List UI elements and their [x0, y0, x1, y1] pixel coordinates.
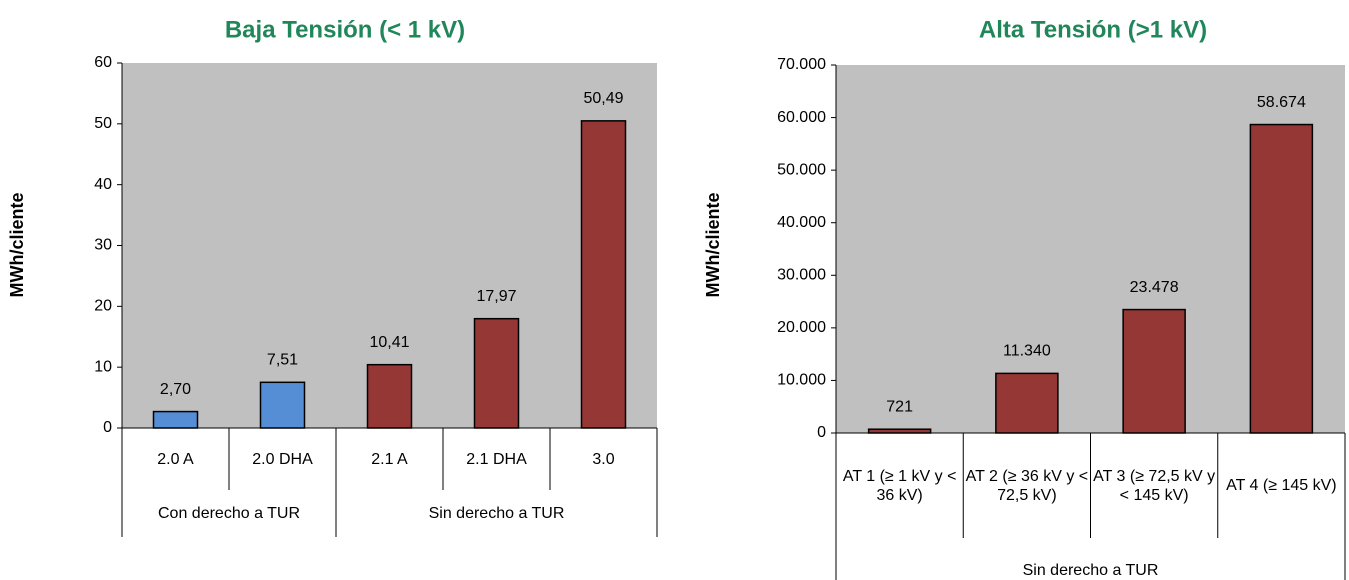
x-tick-label-box: AT 2 (≥ 36 kV y < 72,5 kV): [965, 467, 1089, 504]
y-tick-label: 0: [103, 419, 112, 436]
y-tick-label: 70.000: [777, 56, 826, 73]
x-tick-label: 2.1 DHA: [466, 450, 527, 468]
x-tick-label: AT 2 (≥ 36 kV y < 72,5 kV): [965, 467, 1089, 504]
x-tick-label-box: 2.1 DHA: [466, 450, 527, 468]
group-label: Con derecho a TUR: [158, 505, 300, 522]
y-tick-label: 60: [94, 54, 112, 71]
y-tick-label: 10: [94, 358, 112, 375]
bar: [152, 410, 199, 429]
x-tick-label: 2.0 A: [157, 450, 194, 468]
x-tick-label-box: AT 1 (≥ 1 kV y < 36 kV): [842, 467, 957, 504]
y-tick-label: 60.000: [777, 109, 826, 126]
value-label: 10,41: [369, 334, 409, 351]
value-label: 7,51: [267, 352, 298, 369]
y-tick-label: 10.000: [777, 372, 826, 389]
y-tick-label: 40.000: [777, 214, 826, 231]
value-label: 23.478: [1130, 279, 1179, 296]
x-tick-label: 2.0 DHA: [252, 450, 313, 468]
x-tick-label: 2.1 A: [371, 450, 408, 468]
y-tick-label: 40: [94, 176, 112, 193]
x-tick-label-box: 2.0 DHA: [252, 450, 313, 468]
value-label: 58.674: [1257, 94, 1306, 111]
value-label: 721: [886, 398, 913, 415]
bar: [995, 372, 1059, 434]
y-tick-label: 30: [94, 237, 112, 254]
y-tick-label: 50: [94, 115, 112, 132]
bar: [1249, 123, 1314, 434]
y-axis-label: MWh/cliente: [7, 192, 27, 297]
bar: [473, 317, 520, 429]
y-tick-label: 0: [817, 424, 826, 441]
y-tick-label: 30.000: [777, 267, 826, 284]
x-tick-label-box: 3.0: [592, 450, 615, 468]
bar: [366, 363, 413, 429]
x-tick-label-box: 2.0 A: [157, 450, 194, 468]
value-label: 11.340: [1003, 343, 1051, 360]
group-label: Sin derecho a TUR: [429, 505, 565, 522]
y-axis-label: MWh/cliente: [703, 192, 723, 297]
x-tick-label: AT 4 (≥ 145 kV): [1226, 477, 1337, 494]
x-tick-label-box: AT 3 (≥ 72,5 kV y < 145 kV): [1093, 467, 1216, 504]
x-tick-label: AT 3 (≥ 72,5 kV y < 145 kV): [1093, 467, 1216, 504]
y-tick-label: 20.000: [777, 319, 826, 336]
x-tick-label: AT 1 (≥ 1 kV y < 36 kV): [842, 467, 957, 504]
bar: [580, 120, 627, 429]
value-label: 50,49: [583, 90, 623, 107]
bar: [867, 428, 932, 434]
x-tick-label-box: AT 4 (≥ 145 kV): [1226, 477, 1337, 494]
group-label: Sin derecho a TUR: [1023, 562, 1159, 579]
bar: [259, 381, 306, 429]
value-label: 17,97: [476, 288, 516, 305]
y-tick-label: 20: [94, 298, 112, 315]
chart-title: Alta Tensión (>1 kV): [979, 16, 1207, 43]
x-tick-label-box: 2.1 A: [371, 450, 408, 468]
y-tick-label: 50.000: [777, 161, 826, 178]
x-tick-label: 3.0: [592, 450, 615, 468]
chart-title: Baja Tensión (< 1 kV): [225, 16, 465, 43]
bar: [1122, 308, 1186, 434]
value-label: 2,70: [160, 381, 191, 398]
